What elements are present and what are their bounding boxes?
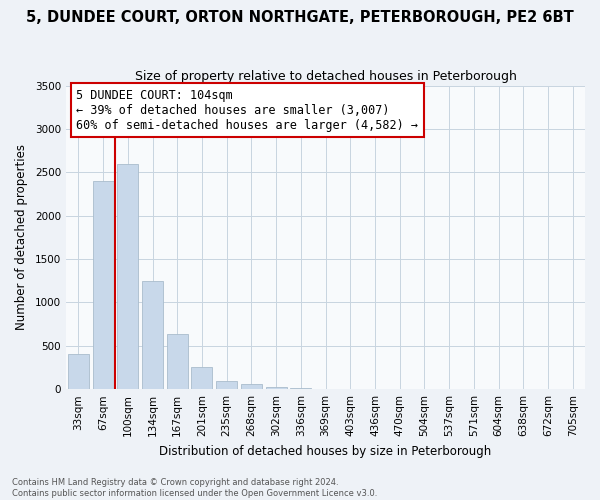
Bar <box>142 280 163 389</box>
Bar <box>266 386 287 389</box>
Bar <box>68 354 89 389</box>
Y-axis label: Number of detached properties: Number of detached properties <box>15 144 28 330</box>
Bar <box>241 384 262 389</box>
Bar <box>167 334 188 389</box>
Bar <box>216 380 237 389</box>
Bar <box>118 164 139 389</box>
Text: 5, DUNDEE COURT, ORTON NORTHGATE, PETERBOROUGH, PE2 6BT: 5, DUNDEE COURT, ORTON NORTHGATE, PETERB… <box>26 10 574 25</box>
X-axis label: Distribution of detached houses by size in Peterborough: Distribution of detached houses by size … <box>160 444 491 458</box>
Title: Size of property relative to detached houses in Peterborough: Size of property relative to detached ho… <box>134 70 517 83</box>
Bar <box>92 181 113 389</box>
Text: Contains HM Land Registry data © Crown copyright and database right 2024.
Contai: Contains HM Land Registry data © Crown c… <box>12 478 377 498</box>
Text: 5 DUNDEE COURT: 104sqm
← 39% of detached houses are smaller (3,007)
60% of semi-: 5 DUNDEE COURT: 104sqm ← 39% of detached… <box>76 88 418 132</box>
Bar <box>191 366 212 389</box>
Bar <box>290 388 311 389</box>
